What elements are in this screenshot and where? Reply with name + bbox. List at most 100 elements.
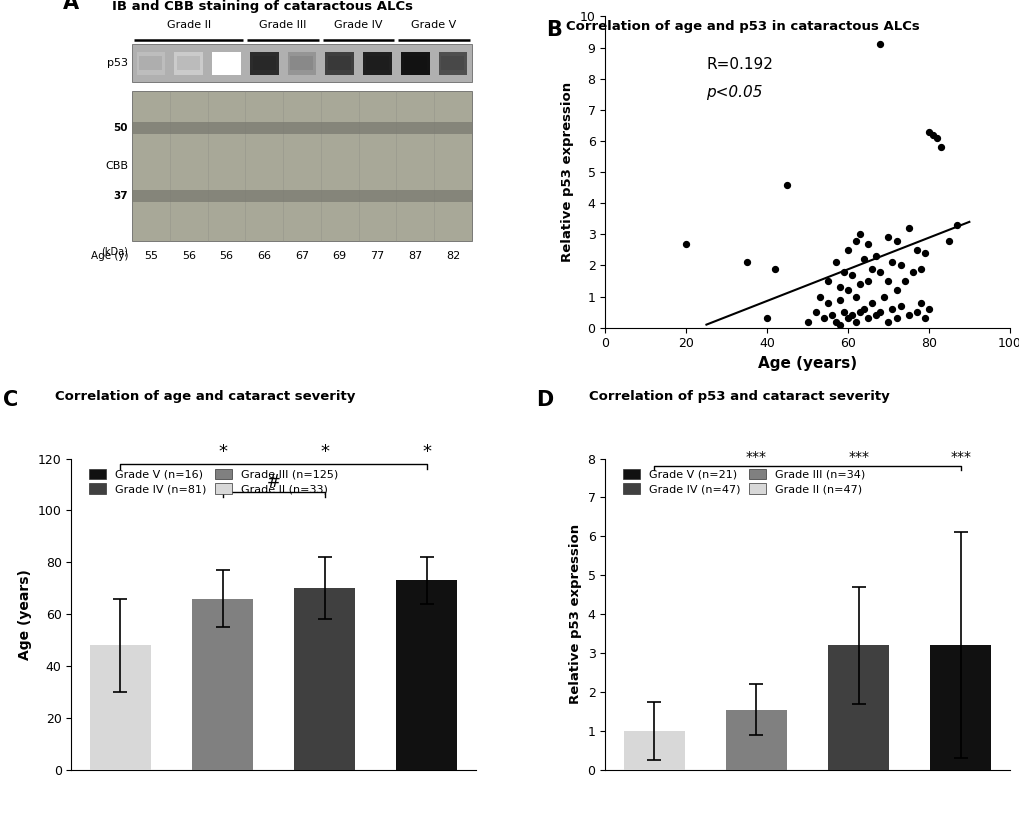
- Text: 66: 66: [257, 251, 271, 261]
- Point: [830, 281, 847, 294]
- Bar: [287, 52, 316, 75]
- Text: B: B: [545, 20, 561, 40]
- Point: [896, 274, 912, 287]
- Point: [826, 315, 843, 328]
- Point: [855, 302, 871, 315]
- Point: [883, 256, 900, 269]
- Text: 56: 56: [219, 251, 233, 261]
- Text: 55: 55: [144, 251, 158, 261]
- Text: Grade IV: Grade IV: [334, 20, 382, 30]
- Text: 82: 82: [445, 251, 460, 261]
- Point: [883, 302, 900, 315]
- Point: [766, 262, 783, 275]
- Point: [843, 309, 859, 322]
- Text: Correlation of age and p53 in cataractous ALCs: Correlation of age and p53 in cataractou…: [566, 20, 919, 34]
- Point: [851, 278, 867, 291]
- Text: CBB: CBB: [105, 161, 128, 171]
- Bar: [400, 52, 429, 75]
- Point: [738, 256, 754, 269]
- Point: [863, 262, 879, 275]
- Point: [900, 222, 916, 235]
- Point: [758, 312, 774, 325]
- Point: [908, 305, 924, 319]
- Text: 50: 50: [113, 124, 128, 133]
- Bar: [140, 57, 162, 70]
- Bar: [827, 645, 889, 770]
- Text: *: *: [320, 443, 329, 461]
- Bar: [192, 599, 253, 770]
- Point: [839, 243, 855, 256]
- Point: [835, 265, 851, 278]
- Point: [948, 219, 964, 232]
- Point: [839, 284, 855, 297]
- Point: [920, 125, 936, 138]
- Text: *: *: [422, 443, 431, 461]
- Y-axis label: Relative p53 expression: Relative p53 expression: [569, 524, 582, 704]
- Point: [826, 256, 843, 269]
- Point: [912, 296, 928, 310]
- Bar: [212, 52, 240, 75]
- Point: [879, 231, 896, 244]
- Y-axis label: Age (years): Age (years): [18, 568, 33, 659]
- Text: A: A: [63, 0, 79, 13]
- Point: [912, 262, 928, 275]
- Bar: [438, 52, 467, 75]
- Point: [835, 305, 851, 319]
- Bar: [250, 52, 278, 75]
- Text: C: C: [3, 390, 18, 410]
- Text: ***: ***: [847, 450, 868, 464]
- Point: [920, 302, 936, 315]
- Text: Correlation of p53 and cataract severity: Correlation of p53 and cataract severity: [589, 390, 889, 403]
- Text: Grade V: Grade V: [411, 20, 457, 30]
- Point: [819, 274, 836, 287]
- Point: [819, 296, 836, 310]
- Legend: Grade V (n=21), Grade IV (n=47), Grade III (n=34), Grade II (n=47): Grade V (n=21), Grade IV (n=47), Grade I…: [619, 464, 869, 499]
- Point: [908, 243, 924, 256]
- Bar: [290, 57, 313, 70]
- Point: [859, 312, 875, 325]
- Text: ***: ***: [745, 450, 766, 464]
- Bar: [726, 709, 787, 770]
- Point: [928, 131, 945, 144]
- Point: [851, 305, 867, 319]
- Point: [888, 284, 904, 297]
- Point: [875, 290, 892, 303]
- Text: D: D: [536, 390, 553, 410]
- Bar: [137, 52, 165, 75]
- Text: 67: 67: [294, 251, 309, 261]
- Point: [799, 315, 815, 328]
- Point: [847, 234, 863, 247]
- Bar: [253, 57, 275, 70]
- Point: [851, 228, 867, 241]
- Point: [904, 265, 920, 278]
- Bar: [293, 588, 355, 770]
- Point: [871, 38, 888, 51]
- Text: 87: 87: [408, 251, 422, 261]
- Point: [859, 238, 875, 251]
- Point: [892, 259, 908, 272]
- Point: [916, 312, 932, 325]
- Point: [916, 247, 932, 260]
- Point: [888, 234, 904, 247]
- Text: p<0.05: p<0.05: [706, 85, 762, 100]
- Point: [867, 250, 883, 263]
- Text: 37: 37: [113, 191, 128, 201]
- X-axis label: Age (years): Age (years): [757, 356, 856, 371]
- Legend: Grade V (n=16), Grade IV (n=81), Grade III (n=125), Grade II (n=33): Grade V (n=16), Grade IV (n=81), Grade I…: [85, 464, 342, 499]
- Point: [941, 234, 957, 247]
- Bar: [131, 91, 472, 241]
- Point: [839, 312, 855, 325]
- Point: [779, 178, 795, 191]
- Point: [879, 274, 896, 287]
- Point: [924, 128, 941, 141]
- Bar: [177, 57, 200, 70]
- Text: Grade III: Grade III: [259, 20, 307, 30]
- Text: Grade II: Grade II: [166, 20, 211, 30]
- Point: [871, 305, 888, 319]
- Bar: [131, 190, 472, 201]
- Point: [807, 305, 823, 319]
- Text: *: *: [218, 443, 227, 461]
- Point: [823, 309, 840, 322]
- Bar: [90, 645, 151, 770]
- Bar: [174, 52, 203, 75]
